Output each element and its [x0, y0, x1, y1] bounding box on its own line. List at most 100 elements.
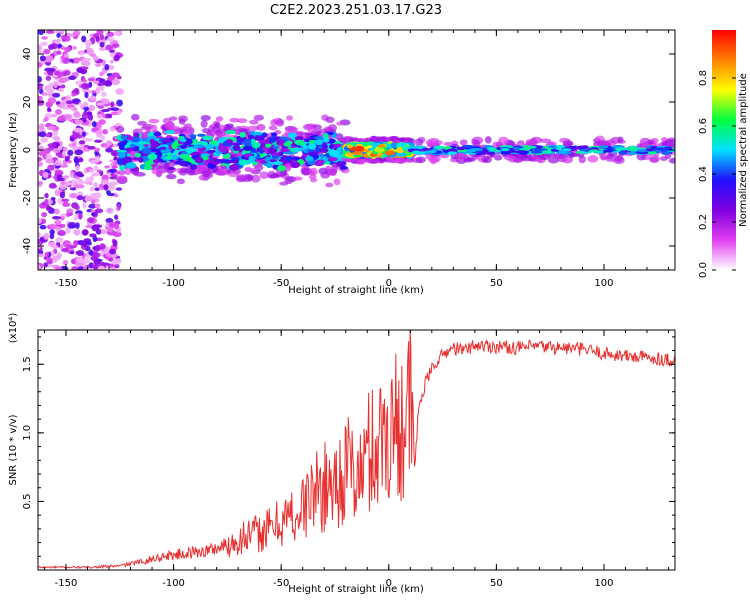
spectrogram-blob	[104, 165, 111, 169]
snr-x-tick-label: 100	[594, 578, 613, 589]
spectrogram-blob	[661, 151, 672, 155]
spectrogram-blob	[183, 156, 193, 162]
spectrogram-blob	[57, 43, 63, 48]
spectrogram-x-label: Height of straight line (km)	[288, 285, 424, 296]
spectrogram-blob	[84, 91, 89, 99]
spectrogram-blob	[639, 137, 651, 146]
spectrogram-blob	[414, 138, 424, 147]
spectrogram-blob	[189, 164, 198, 170]
spectrogram-blob	[577, 145, 589, 149]
spectrogram-blob	[58, 71, 64, 77]
spectrogram-blob	[201, 170, 212, 178]
spectrogram-blob	[95, 36, 100, 42]
spectrogram-blob	[237, 140, 243, 145]
spectrogram-blob	[86, 217, 95, 223]
spectrogram-blob	[62, 146, 68, 152]
spectrogram-blob	[81, 229, 89, 236]
spectrogram-blob	[194, 157, 204, 164]
spectrogram-blob	[86, 48, 94, 55]
spectrogram-blob	[77, 266, 85, 270]
spectrogram-blob	[61, 247, 70, 253]
spectrogram-blob	[65, 100, 74, 105]
spectrogram-blob	[150, 124, 158, 132]
spectrogram-blob	[148, 118, 160, 124]
spectrogram-blob	[89, 95, 96, 102]
spectrogram-blob	[101, 91, 107, 97]
spectrogram-blob	[53, 161, 63, 166]
spectrogram-blob	[109, 248, 117, 255]
spectrogram-blob	[98, 47, 106, 51]
spectrogram-blob	[63, 175, 69, 179]
spectrogram-blob	[628, 151, 637, 156]
spectrogram-blob	[38, 243, 41, 250]
spectrogram-blob	[38, 202, 47, 209]
spectrogram-y-tick-label: 40	[22, 48, 33, 61]
spectrogram-blob	[44, 192, 49, 199]
spectrogram-blob	[46, 260, 53, 265]
spectrogram-blob	[163, 162, 170, 170]
spectrogram-blob	[74, 204, 80, 211]
spectrogram-blob	[147, 153, 158, 161]
spectrogram-blob	[466, 157, 476, 162]
spectrogram-blob	[265, 162, 273, 169]
spectrogram-blob	[168, 116, 178, 121]
spectrogram-blob	[165, 155, 173, 160]
spectrogram-blob	[101, 108, 110, 113]
spectrogram-blob	[396, 157, 406, 164]
spectrogram-blob	[73, 99, 80, 105]
spectrogram-blob	[105, 44, 113, 51]
spectrogram-blob	[390, 142, 397, 149]
spectrogram-blob	[252, 131, 263, 136]
spectrogram-blob	[114, 214, 119, 220]
spectrogram-blob	[117, 151, 126, 159]
spectrogram-blob	[484, 136, 492, 144]
spectrogram-blob	[215, 159, 223, 163]
spectrogram-blob	[91, 224, 100, 232]
spectrogram-blob	[67, 149, 74, 156]
spectrogram-blob	[116, 149, 128, 153]
spectrogram-x-tick-label: -100	[162, 278, 185, 289]
spectrogram-blob	[202, 135, 214, 141]
spectrogram-blob	[88, 104, 96, 112]
spectrogram-blob	[276, 139, 286, 146]
spectrogram-blob	[69, 192, 78, 199]
spectrogram-blob	[251, 174, 261, 183]
spectrogram-blob	[443, 141, 453, 147]
spectrogram-blob	[106, 37, 115, 42]
spectrogram-blob	[242, 138, 252, 146]
spectrogram-blob	[647, 151, 657, 155]
spectrogram-blob	[100, 229, 107, 235]
spectrogram-blob	[105, 140, 112, 147]
spectrogram-blob	[90, 209, 96, 214]
spectrogram-blob	[184, 130, 193, 135]
spectrogram-blob	[112, 239, 118, 247]
spectrogram-blob	[320, 171, 331, 179]
spectrogram-blob	[280, 148, 291, 153]
spectrogram-blob	[178, 161, 186, 166]
spectrogram-blob	[287, 132, 297, 139]
spectrogram-blob	[94, 203, 101, 209]
spectrogram-blob	[55, 101, 61, 105]
spectrogram-blob	[597, 140, 610, 147]
snr-panel: -150 -100 -50 0 50 100 0.5 1.0 1.5 Height of str…	[8, 313, 676, 595]
spectrogram-blob	[561, 148, 572, 152]
spectrogram-blob	[247, 125, 259, 131]
spectrogram-blob	[108, 181, 118, 186]
spectrogram-blob	[38, 181, 44, 186]
spectrogram-blob	[424, 150, 437, 154]
spectrogram-y-label: Frequency (Hz)	[8, 112, 19, 188]
spectrogram-blob	[277, 165, 286, 172]
spectrogram-blob	[305, 156, 314, 162]
spectrogram-blob	[108, 168, 118, 173]
figure-title: C2E2.2023.251.03.17.G23	[270, 3, 442, 18]
spectrogram-blob	[167, 166, 175, 171]
spectrogram-blob	[88, 169, 95, 173]
spectrogram-blob	[61, 198, 70, 202]
spectrogram-blob	[501, 147, 510, 152]
spectrogram-blob	[38, 62, 43, 68]
spectrogram-blob	[38, 99, 45, 106]
spectrogram-axes: -150 -100 -50 0 50 100 -40 -20 0 20 40	[22, 29, 676, 289]
spectrogram-blob	[38, 231, 41, 239]
spectrogram-blob	[483, 156, 492, 164]
spectrogram-blob	[54, 169, 64, 176]
